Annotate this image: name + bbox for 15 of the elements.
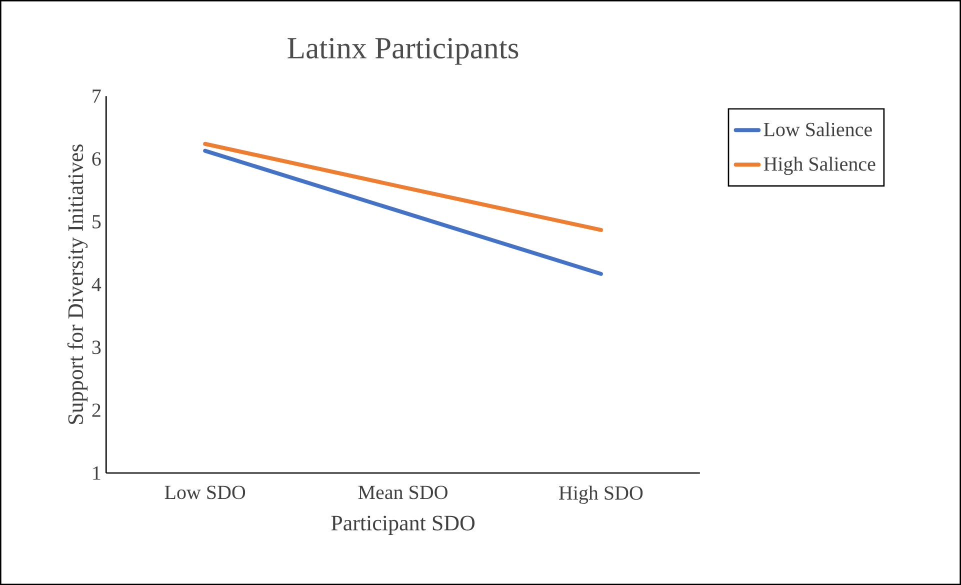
legend-label: Low Salience (764, 122, 872, 136)
x-tick-label: Low SDO (164, 486, 246, 500)
x-axis-title: Participant SDO (331, 516, 475, 535)
y-tick-label: 5 (92, 215, 101, 228)
y-tick-label: 4 (92, 278, 102, 292)
x-tick-label: Mean SDO (358, 486, 448, 500)
y-tick-label: 2 (92, 404, 100, 417)
y-tick-label: 6 (92, 152, 101, 166)
chart-title: Latinx Participants (288, 38, 518, 65)
y-tick-label: 7 (92, 90, 101, 103)
y-tick-label: 1 (93, 466, 100, 480)
y-axis-title: Support for Diversity Initiatives (67, 144, 88, 424)
x-tick-label: High SDO (559, 486, 643, 504)
y-tick-label: 3 (92, 340, 101, 354)
legend-label: High Salience (764, 156, 876, 175)
